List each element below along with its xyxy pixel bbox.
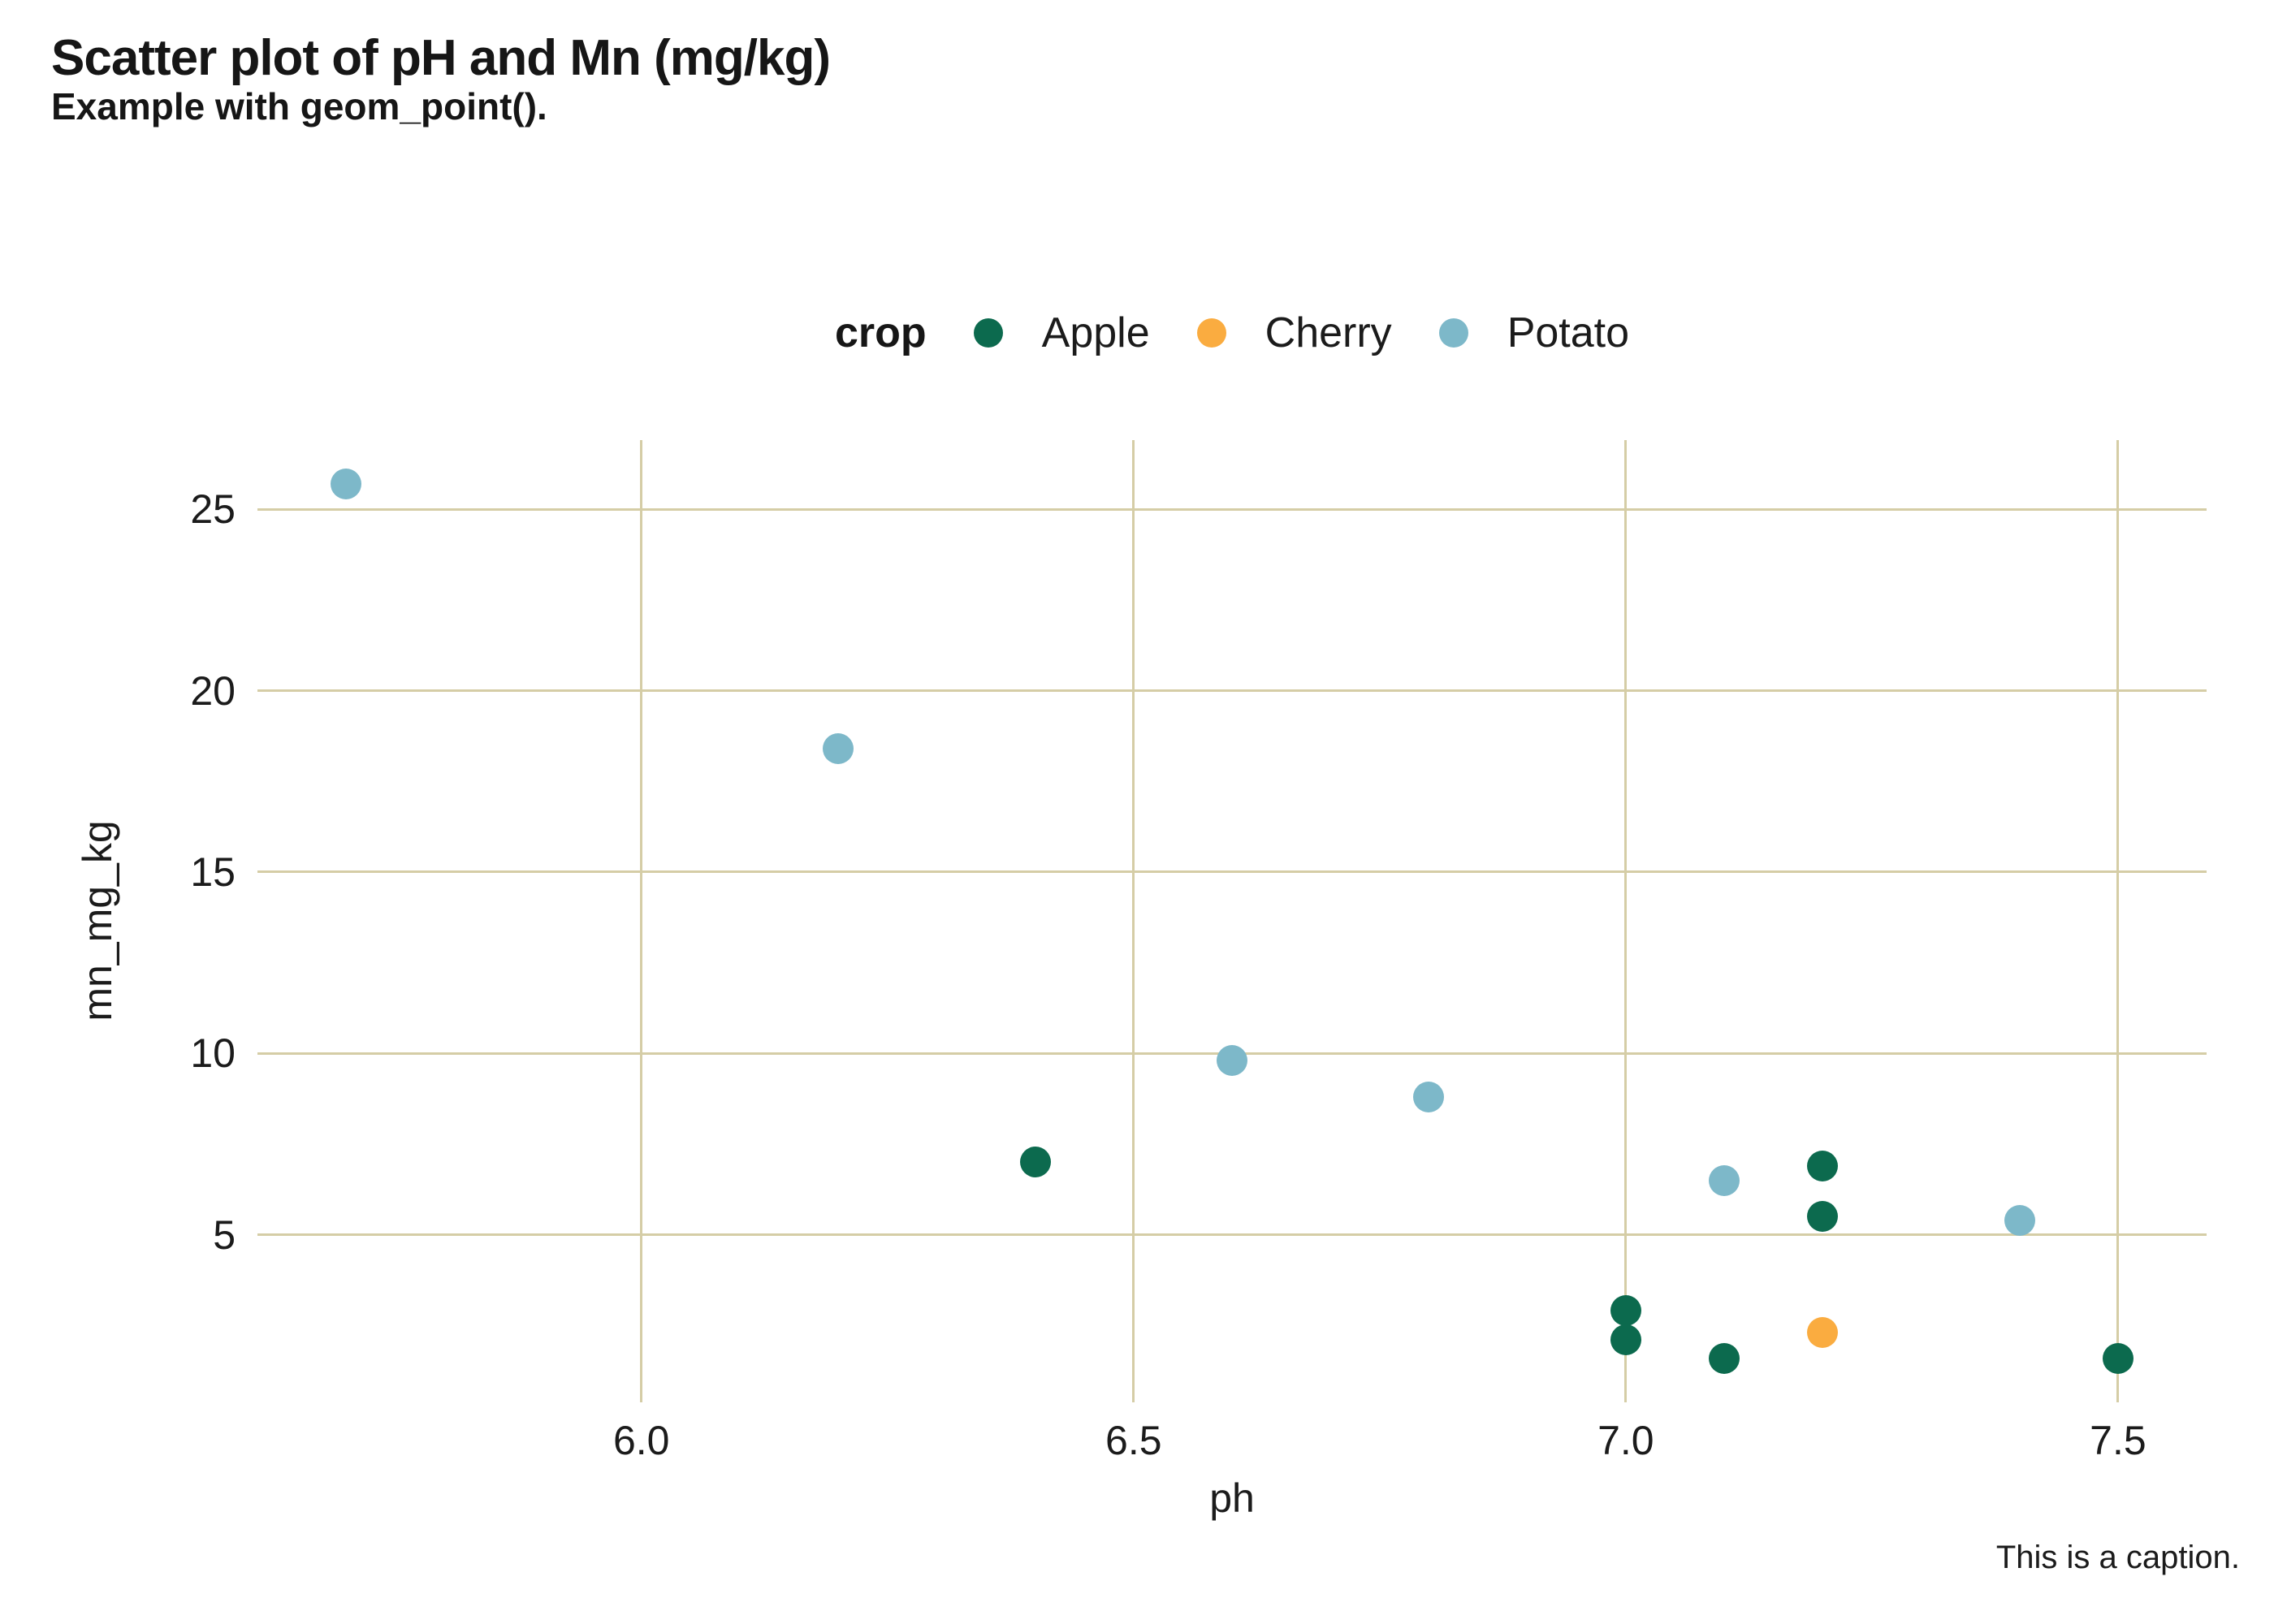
plot-caption: This is a caption. [1995, 1540, 2240, 1575]
data-point-potato [1217, 1045, 1247, 1077]
y-tick-label: 15 [190, 849, 236, 895]
y-tick-label: 25 [190, 486, 236, 533]
data-point-apple [1807, 1150, 1839, 1181]
data-point-apple [1610, 1324, 1641, 1356]
data-point-potato [823, 733, 854, 765]
legend-item-cherry: Cherry [1196, 309, 1392, 357]
page-subtitle: Example with geom_point(). [51, 85, 547, 127]
data-point-potato [1709, 1164, 1740, 1196]
legend-item-potato: Potato [1438, 309, 1630, 357]
plot-panel [257, 440, 2207, 1402]
legend-item-label: Apple [1041, 309, 1150, 356]
y-gridline [257, 870, 2207, 874]
y-tick-label: 10 [190, 1030, 236, 1077]
x-gridline [1132, 440, 1135, 1402]
legend-item-label: Cherry [1265, 309, 1392, 356]
x-tick-label: 7.5 [2090, 1418, 2146, 1463]
data-point-potato [2004, 1204, 2035, 1236]
cherry-legend-dot-icon [1196, 318, 1226, 348]
data-point-apple [1709, 1342, 1740, 1374]
y-tick-label: 20 [190, 667, 236, 714]
legend-item-apple: Apple [973, 309, 1150, 357]
y-gridline [257, 1233, 2207, 1237]
y-tick-label: 5 [213, 1212, 236, 1258]
x-axis-label: ph [1209, 1475, 1255, 1521]
data-point-apple [1019, 1147, 1051, 1178]
potato-legend-dot-icon [1438, 318, 1468, 348]
x-gridline [640, 440, 643, 1402]
x-tick-label: 6.5 [1105, 1418, 1162, 1463]
page-title: Scatter plot of pH and Mn (mg/kg) [51, 30, 831, 86]
x-tick-label: 6.0 [612, 1418, 670, 1463]
data-point-apple [2102, 1342, 2133, 1374]
data-point-cherry [1807, 1317, 1839, 1349]
x-gridline [2116, 440, 2120, 1402]
data-point-potato [331, 469, 362, 500]
y-gridline [257, 508, 2207, 511]
data-point-apple [1807, 1201, 1839, 1233]
legend-item-label: Potato [1507, 309, 1630, 356]
apple-legend-dot-icon [973, 318, 1003, 348]
legend-title: crop [834, 309, 927, 356]
y-gridline [257, 689, 2207, 693]
legend: crop Apple Cherry Potato [257, 302, 2207, 364]
x-gridline [1624, 440, 1628, 1402]
x-tick-label: 7.0 [1597, 1418, 1654, 1463]
data-point-apple [1610, 1295, 1641, 1327]
data-point-potato [1413, 1081, 1445, 1112]
